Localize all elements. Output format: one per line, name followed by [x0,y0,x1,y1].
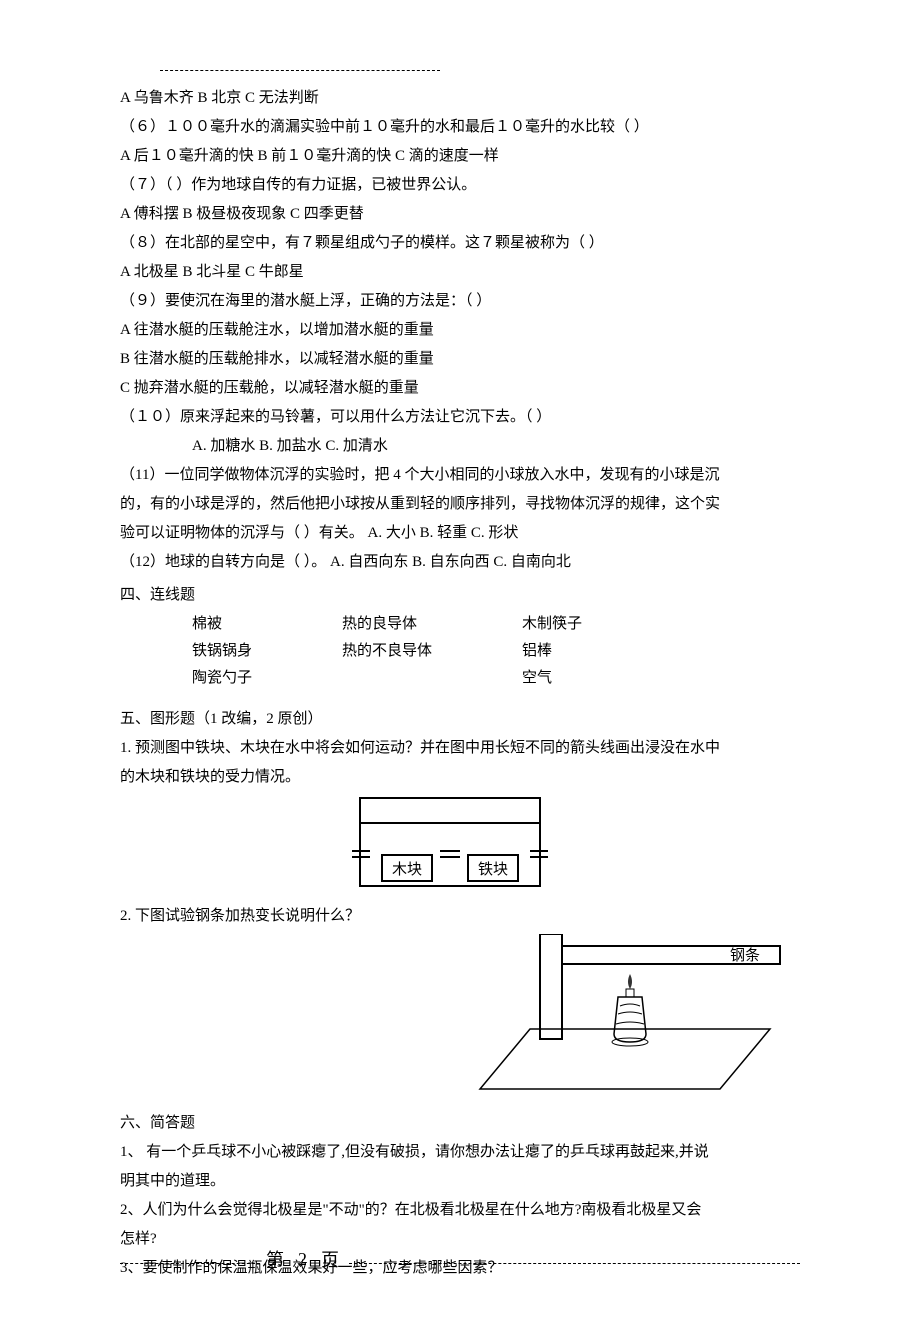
match-mid-1: 热的不良导体 [342,638,432,665]
match-left-2: 陶瓷勺子 [192,665,252,692]
header-dashed-line [160,70,440,71]
matching-table: 棉被 铁锅锅身 陶瓷勺子 热的良导体 热的不良导体 木制筷子 铝棒 空气 [120,611,800,692]
q11-line1: （11）一位同学做物体沉浮的实验时，把 4 个大小相同的小球放入水中，发现有的小… [120,462,800,489]
footer-suffix: 页 [315,1246,347,1272]
q9-opt-c: C 抛弃潜水艇的压载舱，以减轻潜水艇的重量 [120,375,800,402]
q7-options: A 傅科摆 B 极昼极夜现象 C 四季更替 [120,201,800,228]
q9-stem: （９）要使沉在海里的潜水艇上浮，正确的方法是：（ ） [120,288,800,315]
q7-stem: （７）（ ）作为地球自传的有力证据，已被世界公认。 [120,172,800,199]
q12-stem: （12）地球的自转方向是（ ）。 A. 自西向东 B. 自东向西 C. 自南向北 [120,549,800,576]
steel-bar-diagram: 钢条 [460,934,800,1104]
wood-block-label: 木块 [392,861,422,878]
page-footer: 第 2 页 [120,1246,800,1272]
q8-options: A 北极星 B 北斗星 C 牛郎星 [120,259,800,286]
ans-q2-line1: 2、人们为什么会觉得北极星是"不动"的？在北极看北极星在什么地方?南极看北极星又… [120,1197,800,1224]
match-left-1: 铁锅锅身 [192,638,252,665]
match-col-mid: 热的良导体 热的不良导体 [342,611,432,692]
q10-stem: （１０）原来浮起来的马铃薯，可以用什么方法让它沉下去。（ ） [120,404,800,431]
q9-opt-a: A 往潜水艇的压载舱注水，以增加潜水艇的重量 [120,317,800,344]
footer-prefix: 第 [260,1246,292,1272]
ans-q1-line2: 明其中的道理。 [120,1168,800,1195]
match-right-0: 木制筷子 [522,611,582,638]
water-container-diagram: 木块 铁块 [350,793,550,893]
match-left-0: 棉被 [192,611,252,638]
ans-q1-line1: 1、 有一个乒乓球不小心被踩瘪了,但没有破损，请你想办法让瘪了的乒乓球再鼓起来,… [120,1139,800,1166]
match-right-2: 空气 [522,665,582,692]
q11-line3: 验可以证明物体的沉浮与（ ）有关。 A. 大小 B. 轻重 C. 形状 [120,520,800,547]
footer-dash-right [349,1254,800,1264]
section-4-title: 四、连线题 [120,582,800,609]
page-content: A 乌鲁木齐 B 北京 C 无法判断 （６）１００毫升水的滴漏实验中前１０毫升的… [0,0,920,1324]
q8-stem: （８）在北部的星空中，有７颗星组成勺子的模样。这７颗星被称为（ ） [120,230,800,257]
footer-dash-left [120,1254,260,1264]
match-col-right: 木制筷子 铝棒 空气 [522,611,582,692]
section-5-title: 五、图形题（1 改编，2 原创） [120,706,800,733]
match-mid-0: 热的良导体 [342,611,432,638]
match-col-left: 棉被 铁锅锅身 陶瓷勺子 [192,611,252,692]
diagram-2-container: 钢条 [120,934,800,1104]
q6-options: A 后１０毫升滴的快 B 前１０毫升滴的快 C 滴的速度一样 [120,143,800,170]
q10-options: A. 加糖水 B. 加盐水 C. 加清水 [120,433,800,460]
steel-bar-label: 钢条 [730,947,760,964]
q6-stem: （６）１００毫升水的滴漏实验中前１０毫升的水和最后１０毫升的水比较（ ） [120,114,800,141]
alcohol-lamp-icon [612,974,648,1046]
section-6-title: 六、简答题 [120,1110,800,1137]
diagram-1-container: 木块 铁块 [120,793,800,903]
q11-line2: 的，有的小球是浮的，然后他把小球按从重到轻的顺序排列，寻找物体沉浮的规律，这个实 [120,491,800,518]
q9-opt-b: B 往潜水艇的压载舱排水，以减轻潜水艇的重量 [120,346,800,373]
footer-page-number: 2 [292,1249,315,1270]
graph-q2: 2. 下图试验钢条加热变长说明什么？ [120,903,800,930]
match-right-1: 铝棒 [522,638,582,665]
q-options-abc: A 乌鲁木齐 B 北京 C 无法判断 [120,85,800,112]
graph-q1-line1: 1. 预测图中铁块、木块在水中将会如何运动？并在图中用长短不同的箭头线画出浸没在… [120,735,800,762]
graph-q1-line2: 的木块和铁块的受力情况。 [120,764,800,791]
iron-block-label: 铁块 [478,861,508,878]
